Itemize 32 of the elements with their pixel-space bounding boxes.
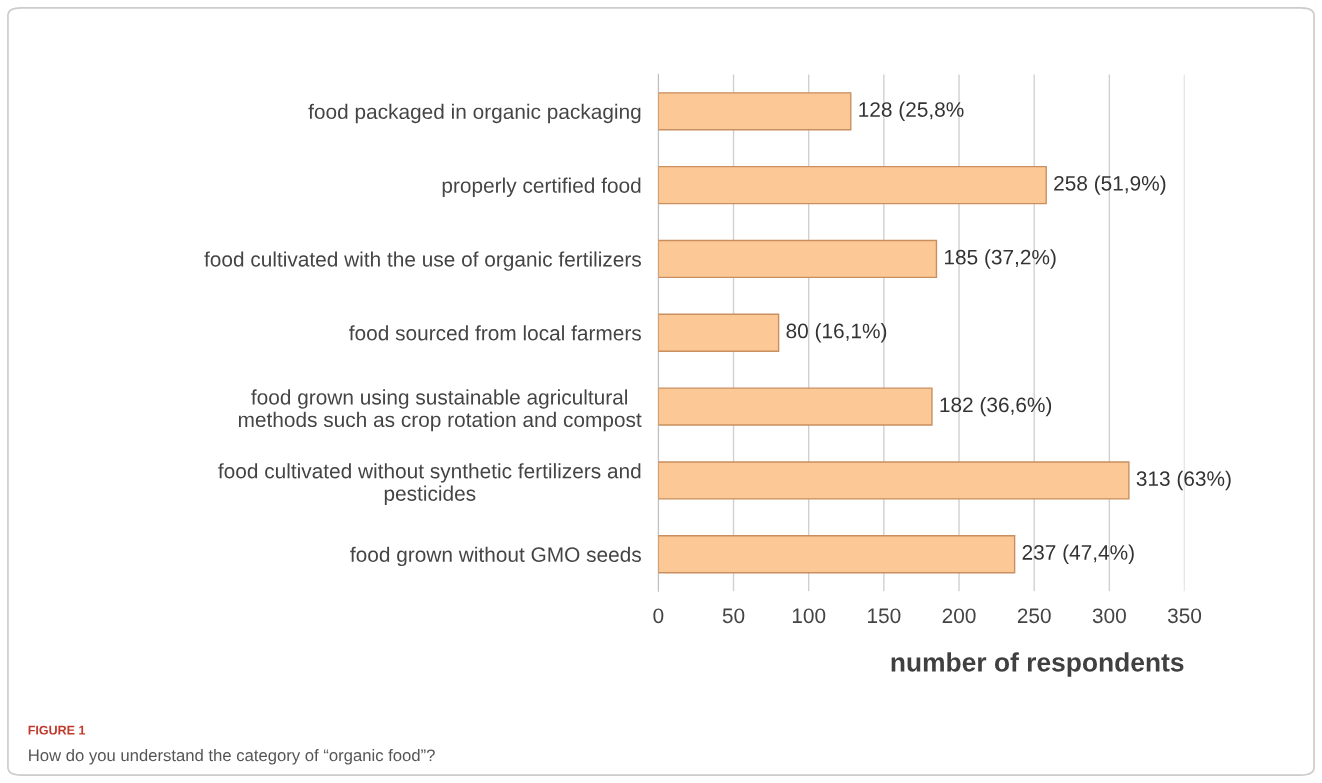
bar [658, 239, 938, 279]
bar [658, 313, 780, 352]
x-tick-label: 200 [942, 608, 976, 624]
x-tick-label: 100 [792, 608, 826, 624]
y-tick-label: food packaged in organic packaging [308, 103, 641, 124]
x-tick-label: 150 [868, 608, 901, 624]
bar [658, 387, 933, 426]
x-tick-label: 50 [722, 608, 745, 624]
data-label: 128 (25,8% [859, 101, 964, 121]
data-label: 237 (47,4%) [1022, 544, 1134, 564]
y-tick-label: food cultivated without synthetic fertilizers and pesticides [218, 463, 641, 506]
data-label: 258 (51,9%) [1054, 175, 1166, 195]
bar [658, 535, 1016, 574]
caption: FIGURE 1 [28, 725, 86, 735]
x-tick-label: 300 [1092, 608, 1126, 624]
x-tick-label: 350 [1167, 608, 1202, 624]
y-tick-label: food cultivated with the use of organic fertilizers [204, 251, 641, 271]
x-axis-title: number of respondents [891, 652, 1184, 677]
bar [658, 461, 1130, 500]
bar [658, 92, 852, 131]
text: How do you understand the category of “organic food”? [29, 749, 435, 765]
data-label: 182 (36,6%) [940, 396, 1052, 417]
y-tick-label: food grown using sustainable agricultural methods such as crop rotation and compost [238, 389, 642, 432]
x-tick-label: 250 [1017, 608, 1051, 624]
data-label: 185 (37,2%) [945, 249, 1056, 269]
y-tick-label: properly certified food [442, 177, 641, 197]
x-tick-label: 0 [653, 608, 664, 624]
y-tick-label: food sourced from local farmers [349, 325, 641, 341]
data-label: 313 (63%) [1136, 470, 1231, 491]
data-label: 80 (16,1%) [786, 323, 887, 343]
y-tick-label: food grown without GMO seeds [350, 546, 641, 567]
bar [658, 165, 1047, 205]
